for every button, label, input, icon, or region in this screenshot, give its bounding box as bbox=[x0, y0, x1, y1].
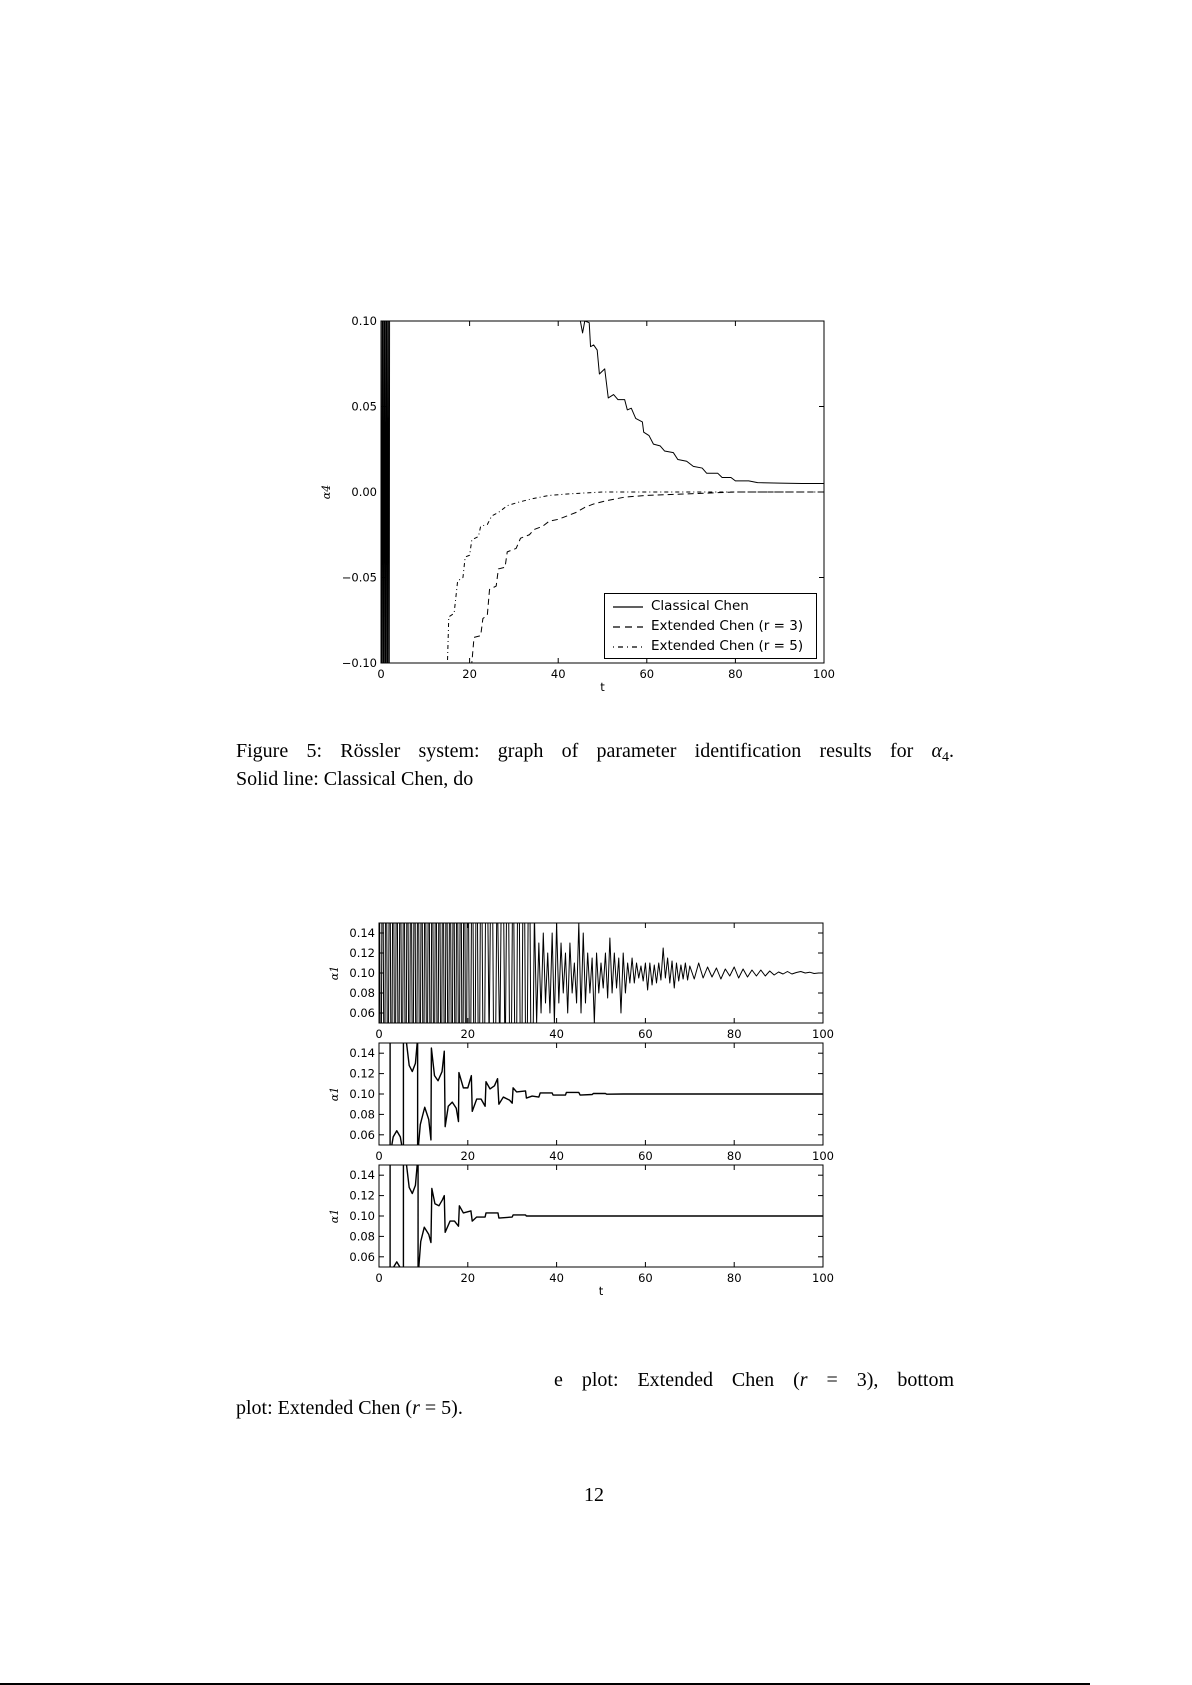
x-tick-label: 60 bbox=[638, 1149, 653, 1163]
y-tick-label: 0.06 bbox=[349, 1006, 375, 1020]
caption-subscript: 4 bbox=[942, 750, 949, 765]
series-line-1 bbox=[389, 1043, 823, 1145]
caption-text: Figure 5: Rössler system: graph of param… bbox=[236, 740, 932, 762]
y-tick-label: −0.05 bbox=[342, 571, 377, 585]
figure-5-caption-line-2: Solid line: Classical Chen, do bbox=[236, 768, 474, 790]
legend-label: Extended Chen (r = 5) bbox=[651, 638, 804, 654]
x-tick-label: 40 bbox=[549, 1027, 564, 1041]
y-tick-label: 0.10 bbox=[351, 314, 377, 328]
chart-panel-1: 0 20 40 60 80 100 0.10 0.05 0.00 −0.05 −0.10 α4 t bbox=[320, 314, 835, 694]
y-tick-label: 0.08 bbox=[349, 986, 375, 1000]
x-axis-label: t bbox=[600, 680, 605, 694]
caption-text: = 3), bottom bbox=[807, 1369, 955, 1391]
y-tick-label: 0.10 bbox=[349, 1209, 375, 1223]
x-tick-label: 40 bbox=[549, 1271, 564, 1285]
y-tick-label: 0.08 bbox=[349, 1107, 375, 1121]
x-tick-label: 20 bbox=[460, 1027, 475, 1041]
x-tick-label: 80 bbox=[728, 667, 743, 681]
x-tick-label: 40 bbox=[551, 667, 566, 681]
x-tick-label: 0 bbox=[377, 667, 384, 681]
chart-panel-3: 0 20 40 60 80 100 0.14 0.12 0.10 0.08 0.06 α1 bbox=[328, 1042, 834, 1163]
x-tick-label: 0 bbox=[375, 1027, 382, 1041]
chart-panel-4: 0 20 40 60 80 100 0.14 0.12 0.10 0.08 0.06 α1 t bbox=[328, 1164, 834, 1298]
caption-text: e plot: Extended Chen ( bbox=[554, 1369, 800, 1391]
y-axis-label: α1 bbox=[328, 1209, 341, 1223]
y-tick-label: 0.06 bbox=[349, 1250, 375, 1264]
x-tick-label: 60 bbox=[638, 1271, 653, 1285]
figure-6-caption-line-2: plot: Extended Chen (r = 5). bbox=[236, 1394, 463, 1422]
y-tick-label: 0.10 bbox=[349, 966, 375, 980]
y-tick-label: 0.10 bbox=[349, 1087, 375, 1101]
x-tick-label: 100 bbox=[812, 1149, 834, 1163]
chart-panel-2: 0 20 40 60 80 100 0.14 0.12 0.10 0.08 0.06 α1 bbox=[328, 922, 834, 1041]
series-line-extended-chen-r-3- bbox=[469, 491, 824, 663]
x-tick-label: 20 bbox=[462, 667, 477, 681]
y-tick-label: 0.05 bbox=[351, 400, 377, 414]
y-tick-label: 0.08 bbox=[349, 1229, 375, 1243]
caption-text: = 5). bbox=[419, 1397, 463, 1419]
series-line-1 bbox=[389, 1165, 823, 1267]
legend-dashdot-line-icon bbox=[613, 646, 643, 648]
x-tick-label: 100 bbox=[812, 1027, 834, 1041]
legend-solid-line-icon bbox=[613, 606, 643, 608]
x-tick-label: 20 bbox=[460, 1271, 475, 1285]
legend-item-extended-chen-r3: Extended Chen (r = 3) bbox=[605, 617, 816, 637]
series-line-1 bbox=[379, 923, 823, 1023]
x-tick-label: 60 bbox=[638, 1027, 653, 1041]
y-tick-label: 0.12 bbox=[349, 1189, 375, 1203]
legend-dashed-line-icon bbox=[613, 626, 643, 628]
y-tick-label: 0.12 bbox=[349, 946, 375, 960]
y-axis-label: α1 bbox=[328, 1087, 341, 1101]
legend-label: Extended Chen (r = 3) bbox=[651, 618, 804, 634]
chart-legend: Classical Chen Extended Chen (r = 3) Ext… bbox=[604, 593, 817, 659]
x-tick-label: 80 bbox=[727, 1027, 742, 1041]
figure-6-caption-line-1: e plot: Extended Chen (r = 3), bottom bbox=[554, 1366, 954, 1394]
y-tick-label: 0.00 bbox=[351, 485, 377, 499]
y-tick-label: 0.14 bbox=[349, 1046, 375, 1060]
y-axis-label: α4 bbox=[320, 485, 333, 499]
figure-5-caption-line-1: Figure 5: Rössler system: graph of param… bbox=[236, 737, 954, 765]
x-tick-label: 80 bbox=[727, 1271, 742, 1285]
x-tick-label: 0 bbox=[375, 1271, 382, 1285]
x-axis-label: t bbox=[599, 1284, 604, 1298]
x-tick-label: 40 bbox=[549, 1149, 564, 1163]
y-axis-label: α1 bbox=[328, 966, 341, 980]
y-tick-label: 0.06 bbox=[349, 1128, 375, 1142]
x-tick-label: 0 bbox=[375, 1149, 382, 1163]
caption-symbol: α bbox=[931, 740, 943, 762]
y-tick-label: 0.14 bbox=[349, 926, 375, 940]
x-tick-label: 80 bbox=[727, 1149, 742, 1163]
caption-variable: r bbox=[412, 1397, 420, 1419]
legend-item-extended-chen-r5: Extended Chen (r = 5) bbox=[605, 637, 816, 657]
x-tick-label: 20 bbox=[460, 1149, 475, 1163]
y-tick-label: 0.12 bbox=[349, 1067, 375, 1081]
series-line-classical-chen bbox=[381, 321, 824, 663]
x-tick-label: 100 bbox=[813, 667, 835, 681]
y-tick-label: −0.10 bbox=[342, 656, 377, 670]
caption-text: plot: Extended Chen ( bbox=[236, 1397, 413, 1419]
x-tick-label: 100 bbox=[812, 1271, 834, 1285]
y-tick-label: 0.14 bbox=[349, 1168, 375, 1182]
x-tick-label: 60 bbox=[639, 667, 654, 681]
page-number: 12 bbox=[584, 1484, 604, 1506]
caption-text: . bbox=[949, 740, 954, 762]
legend-item-classical-chen: Classical Chen bbox=[605, 597, 816, 617]
legend-label: Classical Chen bbox=[651, 598, 749, 614]
caption-variable: r bbox=[799, 1369, 808, 1391]
footer-rule bbox=[0, 1683, 1090, 1685]
